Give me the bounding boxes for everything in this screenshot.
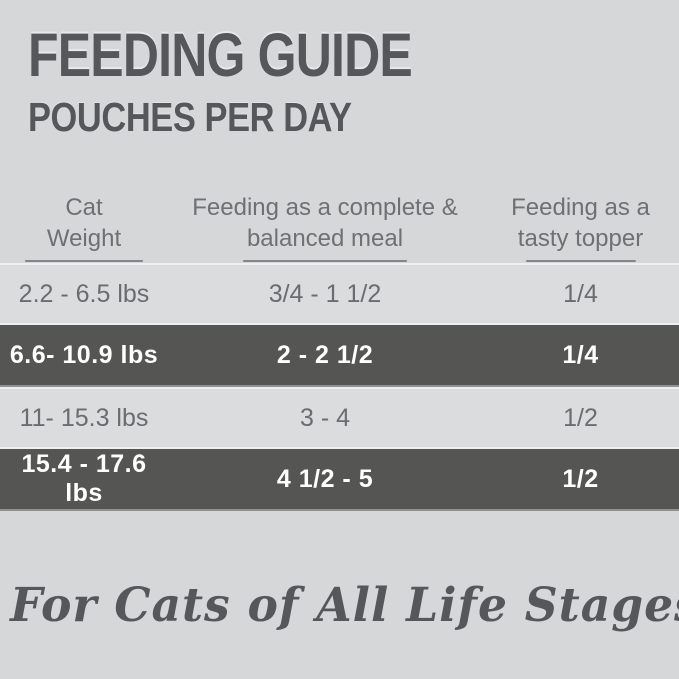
table-row: 2.2 - 6.5 lbs 3/4 - 1 1/2 1/4 — [0, 263, 679, 325]
table-row: 6.6- 10.9 lbs 2 - 2 1/2 1/4 — [0, 325, 679, 387]
column-header-line: balanced meal — [246, 225, 404, 252]
cell-meal: 3 - 4 — [299, 403, 351, 432]
cell-weight: 2.2 - 6.5 lbs — [18, 279, 150, 308]
column-header-underline — [243, 260, 407, 262]
feeding-table-body: 2.2 - 6.5 lbs 3/4 - 1 1/2 1/4 6.6- 10.9 … — [0, 263, 679, 511]
cell-topper: 1/2 — [562, 464, 599, 493]
cell-meal: 2 - 2 1/2 — [276, 340, 374, 369]
column-header-line: Feeding as a — [511, 194, 650, 221]
page-subtitle: POUCHES PER DAY — [28, 94, 352, 140]
column-header-line: Feeding as a complete & — [192, 194, 458, 221]
column-header-underline — [25, 260, 143, 262]
cell-topper: 1/4 — [562, 340, 599, 369]
column-header-cat-weight: Cat Weight — [0, 192, 168, 262]
cell-topper: 1/4 — [563, 279, 598, 308]
column-header-line: Cat — [65, 194, 103, 221]
column-header-underline — [525, 260, 636, 262]
cell-meal: 3/4 - 1 1/2 — [268, 279, 382, 308]
table-row: 11- 15.3 lbs 3 - 4 1/2 — [0, 387, 679, 449]
cell-weight: 15.4 - 17.6 lbs — [21, 450, 147, 507]
all-life-stages-tagline: For Cats of All Life Stages — [10, 578, 679, 633]
column-header-complete-meal: Feeding as a complete & balanced meal — [168, 192, 482, 262]
cell-meal: 4 1/2 - 5 — [276, 464, 374, 493]
cell-weight: 6.6- 10.9 lbs — [9, 340, 159, 369]
column-header-line: Weight — [46, 225, 122, 252]
column-header-line: tasty topper — [517, 225, 644, 252]
cell-topper: 1/2 — [563, 403, 598, 432]
table-header: Cat Weight Feeding as a complete & balan… — [0, 192, 679, 262]
table-row: 15.4 - 17.6 lbs 4 1/2 - 5 1/2 — [0, 449, 679, 511]
column-header-tasty-topper: Feeding as a tasty topper — [482, 192, 679, 262]
page-title: FEEDING GUIDE — [28, 21, 413, 89]
cell-weight: 11- 15.3 lbs — [19, 403, 149, 432]
